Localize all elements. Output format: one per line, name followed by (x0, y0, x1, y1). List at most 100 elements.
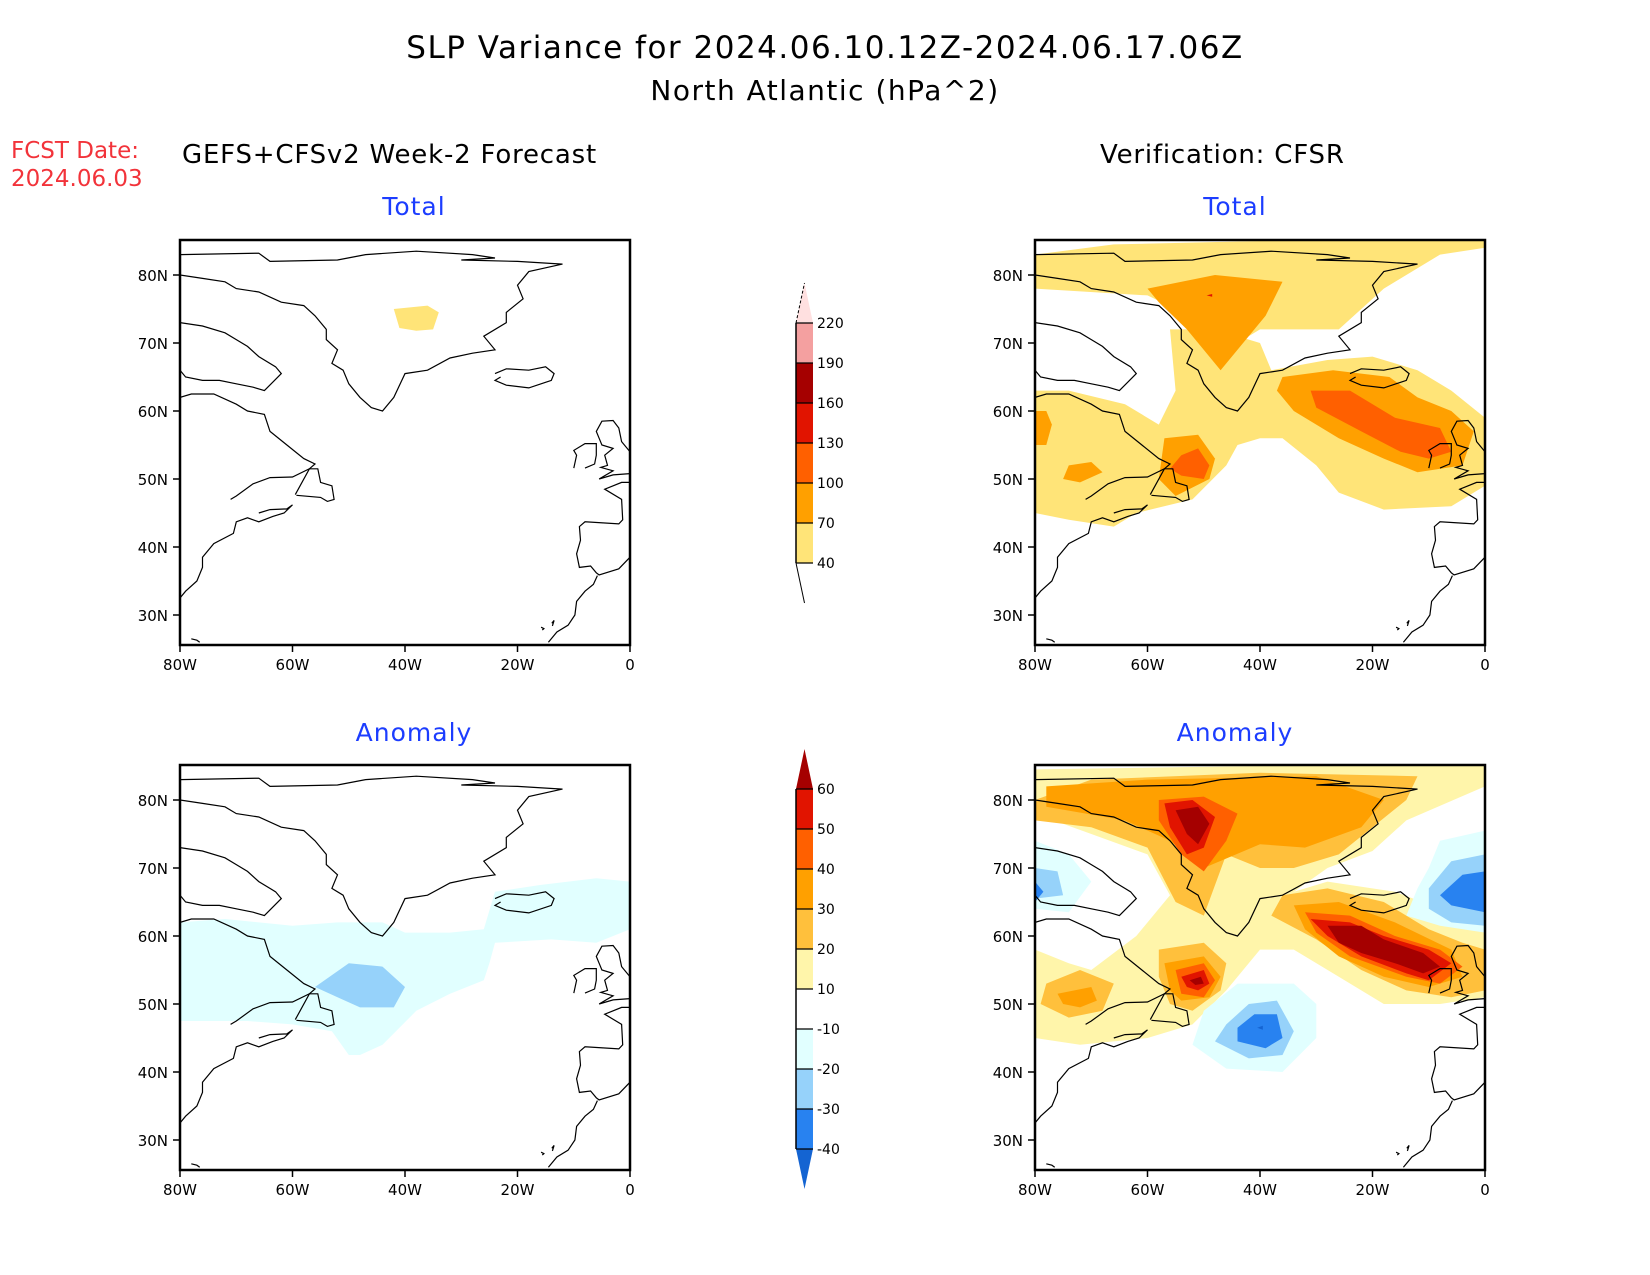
fcst-date-label: FCST Date: (11, 138, 139, 164)
lon-tick-label: 80W (163, 1181, 197, 1199)
lon-tick-label: 60W (276, 656, 310, 674)
lon-tick-label: 40W (388, 1181, 422, 1199)
lon-tick-label: 80W (163, 656, 197, 674)
coastline (1402, 575, 1453, 643)
lat-tick-label: 70N (138, 335, 168, 353)
lon-tick-label: 0 (1480, 1181, 1490, 1199)
map-verification-total: 80N 70N 60N 50N 40N 30N 80W 60W 40W 20W 0 (993, 238, 1490, 674)
coastline (1406, 620, 1410, 627)
coastline (180, 775, 563, 937)
lat-tick-label: 40N (993, 539, 1023, 557)
coastline (294, 468, 335, 503)
lon-tick-label: 0 (625, 656, 635, 674)
colorbar-bin (796, 909, 813, 949)
coastline (1427, 443, 1452, 469)
lat-tick-label: 80N (993, 792, 1023, 810)
colorbar-label: 30 (817, 902, 835, 918)
lon-tick-label: 80W (1018, 656, 1052, 674)
coastline (180, 847, 283, 917)
colorbar-bin (796, 403, 813, 443)
coastline (547, 575, 598, 643)
colorbar-bin (796, 869, 813, 909)
contour-fill-70 (1147, 275, 1283, 371)
coastline (493, 891, 555, 914)
colorbar-extend-low (796, 563, 813, 603)
coastline (1046, 1163, 1056, 1168)
coastline (1035, 250, 1418, 412)
coastline (551, 1145, 555, 1152)
contour-fill-60 (1327, 925, 1440, 974)
coastline (1035, 775, 1418, 937)
forecast-total-title: Total (382, 192, 446, 221)
lat-tick-label: 60N (138, 928, 168, 946)
colorbar-label: 60 (817, 782, 835, 798)
colorbar-label: 70 (817, 516, 835, 532)
coastline (1149, 993, 1190, 1028)
colorbar-label: 40 (817, 862, 835, 878)
colorbar-bin (796, 483, 813, 523)
colorbar-bin (796, 363, 813, 403)
colorbar-label: -10 (817, 1022, 840, 1038)
verification-column-title: Verification: CFSR (1100, 140, 1345, 170)
coastline (1035, 322, 1138, 392)
coastline (1450, 419, 1485, 480)
coastline (180, 918, 317, 1025)
coastline (1348, 891, 1410, 914)
coastline (294, 993, 335, 1028)
colorbar-label: 130 (817, 436, 844, 452)
contour-fill-60 (1189, 976, 1204, 985)
colorbar-bin (796, 989, 813, 1029)
colorbar-bin (796, 1069, 813, 1109)
lon-tick-label: 20W (1356, 656, 1390, 674)
lon-tick-label: 0 (625, 1181, 635, 1199)
coastline (1395, 1151, 1400, 1156)
colorbar-bin (796, 949, 813, 989)
contour-fill-100 (1310, 390, 1452, 459)
contour-fill-40 (393, 305, 439, 331)
map-forecast-anomaly: 80N 70N 60N 50N 40N 30N 80W 60W 40W 20W 0 (138, 763, 635, 1199)
coastline (1035, 847, 1138, 917)
coastline (493, 366, 555, 389)
coastline (1450, 944, 1485, 1005)
coastline (595, 944, 630, 1005)
coastline (575, 481, 630, 576)
coastline (547, 1100, 598, 1168)
coastline (551, 620, 555, 627)
coastline (180, 250, 563, 412)
coastline (1035, 393, 1172, 500)
colorbar-total: 220 190 160 130 100 70 40 (795, 282, 844, 604)
lat-tick-label: 40N (138, 539, 168, 557)
colorbar-bin (796, 323, 813, 363)
coastline (540, 626, 545, 631)
coastline (1035, 918, 1172, 1025)
colorbar-label: 100 (817, 476, 844, 492)
coastline (572, 443, 597, 469)
colorbar-label: 160 (817, 396, 844, 412)
coastline (180, 322, 283, 392)
coastline (572, 967, 597, 994)
lon-tick-label: 0 (1480, 656, 1490, 674)
lon-tick-label: 60W (1131, 656, 1165, 674)
colorbar-bin (796, 523, 813, 563)
colorbar-bin (796, 1109, 813, 1149)
lon-tick-label: 60W (276, 1181, 310, 1199)
lat-tick-label: 40N (993, 1064, 1023, 1082)
coastline (1035, 504, 1148, 599)
coastline (1395, 626, 1400, 631)
colorbar-label: 10 (817, 982, 835, 998)
lon-tick-label: 20W (501, 1181, 535, 1199)
map-verification-anomaly: 80N 70N 60N 50N 40N 30N 80W 60W 40W 20W 0 (993, 763, 1490, 1199)
colorbar-bin (796, 789, 813, 829)
lon-tick-label: 20W (1356, 1181, 1390, 1199)
lon-tick-label: 40W (1243, 656, 1277, 674)
coastline (180, 393, 317, 500)
lat-tick-label: 80N (138, 267, 168, 285)
lon-tick-label: 80W (1018, 1181, 1052, 1199)
colorbar-anomaly: 60 50 40 30 20 10 -10 -20 -30 -40 (795, 749, 840, 1189)
contour-fill-70 (1063, 462, 1103, 483)
lat-tick-label: 60N (993, 403, 1023, 421)
lat-tick-label: 80N (993, 267, 1023, 285)
main-title: SLP Variance for 2024.06.10.12Z-2024.06.… (406, 30, 1244, 66)
colorbar-bin (796, 1029, 813, 1069)
coastline (1035, 1029, 1148, 1124)
